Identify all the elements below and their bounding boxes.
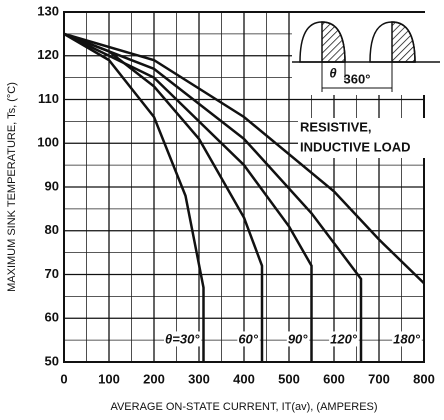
plot-frame [63,11,425,363]
series-label-background [329,331,359,347]
x-tick-label: 100 [98,371,120,386]
annotation: INDUCTIVE LOAD [300,139,411,154]
x-tick-label: 800 [413,371,435,386]
series-label-background [237,331,260,347]
series-line [63,32,264,362]
lines [63,32,425,362]
labels: 0 100 200 300 400 500 600 700 800 50 60 70 80 90 100 11… [37,3,435,386]
label-background [298,118,441,158]
series-label: 60° [238,331,258,346]
series-line [63,32,425,285]
inset-background [292,13,442,95]
y-axis-title: MAXIMUM SINK TEMPERATURE, Ts, (°C) [6,82,18,292]
series-line [63,32,363,362]
series-line [63,32,313,362]
y-tick-label: 50 [45,353,59,368]
series-label: 120° [330,331,358,346]
x-tick-label: 0 [60,371,67,386]
x-tick-label: 600 [323,371,345,386]
series-label: θ=30° [165,331,200,346]
y-tick-label: 90 [45,178,59,193]
x-axis-title: AVERAGE ON-STATE CURRENT, IT(av), (AMPER… [110,401,377,413]
y-tick-label: 130 [37,3,59,18]
x-tick-label: 200 [143,371,165,386]
x-tick-label: 400 [233,371,255,386]
x-tick-label: 300 [188,371,210,386]
x-tick-label: 500 [278,371,300,386]
series-label-background [392,331,422,347]
y-tick-label: 110 [38,91,59,106]
y-tick-label: 80 [45,222,59,237]
series-label-background [286,331,310,347]
y-tick-label: 60 [45,310,59,325]
series-line [63,32,205,362]
series-label: 90° [288,331,308,346]
inset: θ 360° RESISTIVE, INDUCTIVE LOAD [292,13,442,158]
x-tick-label: 700 [368,371,390,386]
annotation: θ [329,65,336,80]
annotation: RESISTIVE, [300,119,372,134]
y-tick-label: 70 [45,266,59,281]
y-tick-label: 100 [37,135,59,150]
y-tick-label: 120 [37,47,59,62]
annotation: 360° [344,71,371,86]
series-label-background [164,331,202,347]
series-label: 180° [393,331,421,346]
